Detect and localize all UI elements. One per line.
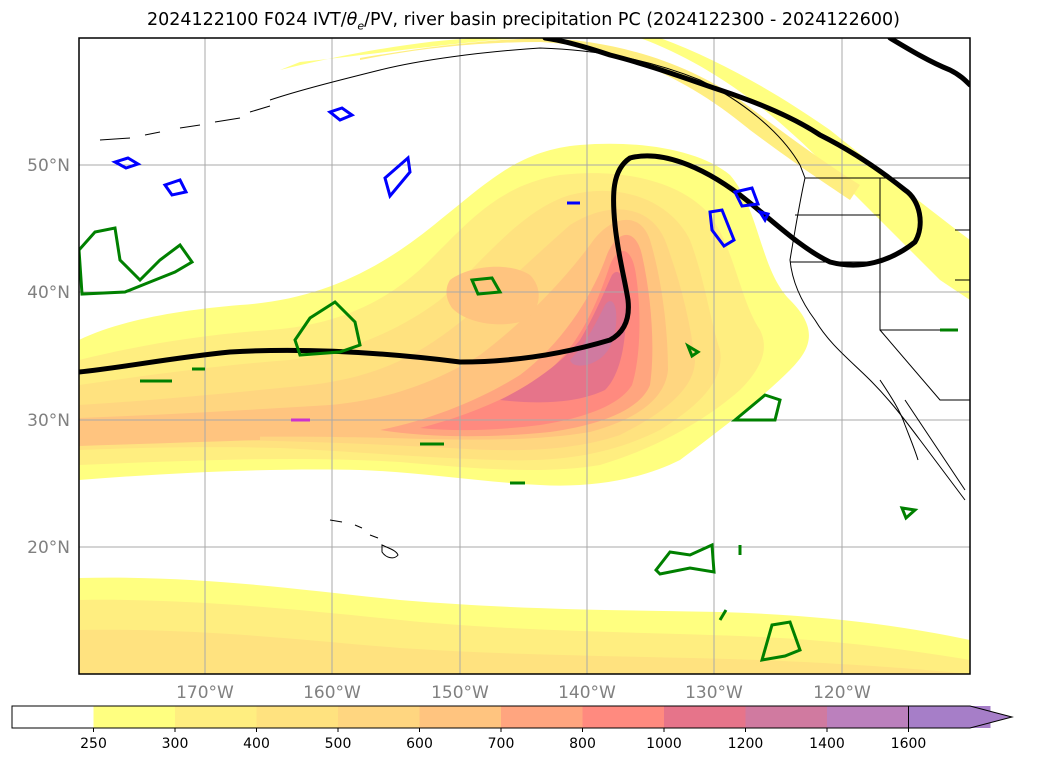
map-title: 2024122100 F024 IVT/θe/PV, river basin p… — [0, 10, 1047, 33]
colorbar-swatch — [745, 706, 828, 728]
colorbar-level-label: 700 — [488, 736, 515, 752]
state-borders — [790, 178, 970, 401]
colorbar-level-label: 600 — [406, 736, 433, 752]
colorbar-swatch — [827, 706, 909, 728]
ivt-band-south-400 — [79, 629, 970, 674]
colorbar-level-label: 400 — [243, 736, 270, 752]
colorbar-level-label: 250 — [80, 736, 107, 752]
colorbar-swatch — [501, 706, 583, 728]
colorbar-swatch — [12, 706, 94, 728]
aleutian-chain — [99, 105, 271, 141]
lat-tick-40n: 40°N — [27, 283, 70, 303]
colorbar-level-label: 1200 — [728, 736, 764, 752]
colorbar-level-label: 1400 — [809, 736, 845, 752]
theta-e-contour-south — [79, 38, 923, 375]
lon-tick-labels: 170°W 160°W 150°W 140°W 130°W 120°W — [176, 683, 871, 703]
pv-contours — [79, 106, 958, 662]
alaska-coast — [269, 47, 806, 179]
ivt-field — [79, 38, 970, 674]
lat-tick-20n: 20°N — [27, 538, 70, 558]
colorbar-swatch — [582, 706, 665, 728]
pv-blue-2 — [111, 156, 142, 170]
pv-blue-3 — [162, 178, 189, 197]
lon-tick-130w: 130°W — [685, 683, 743, 703]
title-suffix: /PV, river basin precipitation PC (20241… — [364, 10, 901, 30]
lon-tick-120w: 120°W — [813, 683, 871, 703]
ivt-blob-500 — [446, 266, 539, 325]
lon-tick-150w: 150°W — [431, 683, 489, 703]
lat-tick-30n: 30°N — [27, 411, 70, 431]
colorbar-swatch — [256, 706, 339, 728]
colorbar-extend-arrow — [908, 705, 1014, 729]
pv-green-7 — [759, 620, 802, 662]
theta-e-contour-north — [887, 38, 970, 88]
colorbar-swatch — [664, 706, 746, 728]
pv-green-4 — [684, 342, 701, 359]
colorbar-outline — [11, 705, 909, 729]
colorbar-level-label: 800 — [569, 736, 596, 752]
pv-green-5 — [730, 393, 782, 422]
pv-green-6 — [654, 542, 716, 576]
pv-blue-1 — [326, 106, 356, 122]
lon-tick-160w: 160°W — [303, 683, 361, 703]
gridlines — [79, 38, 970, 674]
colorbar-level-label: 300 — [162, 736, 189, 752]
colorbar-swatch — [175, 706, 257, 728]
lon-tick-170w: 170°W — [176, 683, 234, 703]
pv-blue-6 — [732, 186, 761, 208]
pv-green-1 — [79, 226, 195, 296]
colorbar-swatch — [419, 706, 502, 728]
pv-green-3 — [469, 276, 503, 296]
colorbar-swatch — [338, 706, 420, 728]
title-prefix: 2024122100 F024 IVT/ — [146, 10, 347, 30]
theta-e-contours — [79, 38, 970, 375]
pv-blue-5 — [708, 208, 736, 248]
title-theta-sub: e — [357, 19, 365, 33]
map-frame — [78, 37, 971, 675]
gulf-of-california — [904, 399, 966, 491]
baja-california — [879, 379, 919, 461]
north-america-coast — [789, 177, 966, 501]
ivt-ar-1000 — [500, 271, 626, 403]
colorbar-level-label: 1000 — [646, 736, 682, 752]
ivt-trop-600 — [79, 419, 260, 446]
colorbar: 250 300 400 500 600 700 800 1000 1200 1400 1600 — [11, 705, 1014, 752]
pv-blue-7 — [756, 209, 771, 224]
title-theta: θ — [346, 10, 358, 30]
colorbar-swatch — [93, 706, 176, 728]
hawaii-islands — [329, 519, 399, 559]
lon-tick-140w: 140°W — [558, 683, 616, 703]
pv-green-9 — [140, 328, 958, 621]
pv-green-8 — [899, 506, 919, 521]
colorbar-level-label: 500 — [325, 736, 352, 752]
colorbar-level-label: 1600 — [891, 736, 927, 752]
pv-blue-4 — [383, 155, 412, 200]
lat-tick-labels: 50°N 40°N 30°N 20°N — [27, 156, 70, 558]
pv-green-2 — [293, 300, 362, 357]
lat-tick-50n: 50°N — [27, 156, 70, 176]
